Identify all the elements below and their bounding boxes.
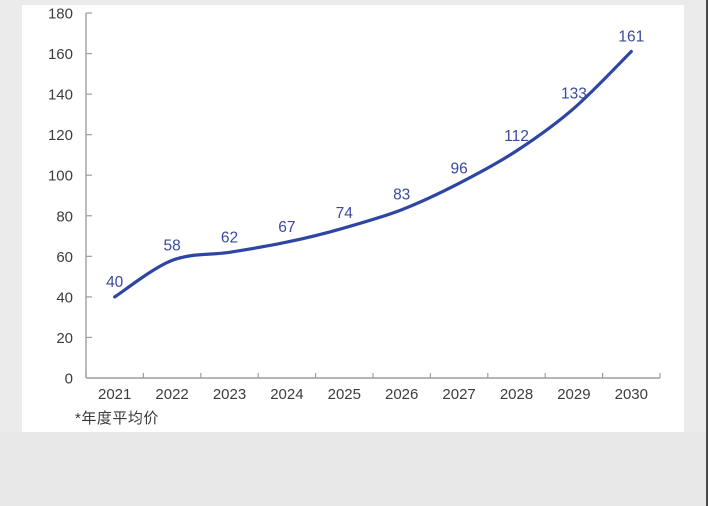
data-label: 96 <box>450 160 467 177</box>
y-tick-label: 140 <box>48 87 73 104</box>
y-tick-label: 160 <box>48 46 73 63</box>
chart-card: 0 20 40 60 80 100 120 140 160 180 2021 2022 2023 2024… <box>22 5 684 432</box>
data-label: 62 <box>221 229 238 246</box>
footer-bar: 来源：路孚特 财经十一人 <box>0 432 708 506</box>
chart-footnote: *年度平均价 <box>75 410 159 427</box>
y-tick-label: 100 <box>48 168 73 185</box>
y-tick-label: 120 <box>48 127 73 144</box>
data-label: 83 <box>393 187 410 204</box>
x-tick-label: 2025 <box>328 386 361 403</box>
screen-right-edge <box>706 0 708 506</box>
data-label: 74 <box>336 205 354 222</box>
data-label: 67 <box>278 219 295 236</box>
x-tick-label: 2021 <box>98 386 131 403</box>
y-tick-label: 180 <box>48 6 73 23</box>
x-tick-label: 2024 <box>270 386 303 403</box>
data-label: 58 <box>163 237 180 254</box>
x-tick-label: 2026 <box>385 386 418 403</box>
x-tick-label: 2027 <box>442 386 475 403</box>
data-label: 40 <box>106 274 124 291</box>
y-tick-label: 80 <box>56 208 73 225</box>
data-label: 161 <box>618 29 644 46</box>
x-tick-label: 2028 <box>500 386 533 403</box>
x-tick-label: 2023 <box>213 386 246 403</box>
y-tick-label: 20 <box>56 330 73 347</box>
y-tick-label: 60 <box>56 249 73 266</box>
x-tick-label: 2022 <box>155 386 188 403</box>
x-tick-label: 2030 <box>615 386 648 403</box>
data-label: 112 <box>504 128 529 145</box>
series-line <box>113 49 633 299</box>
y-tick-label: 0 <box>65 371 73 388</box>
x-tick-label: 2029 <box>557 386 590 403</box>
y-tick-label: 40 <box>56 289 73 306</box>
data-label: 133 <box>561 85 587 102</box>
line-chart: 0 20 40 60 80 100 120 140 160 180 2021 2022 2023 2024… <box>48 6 661 403</box>
